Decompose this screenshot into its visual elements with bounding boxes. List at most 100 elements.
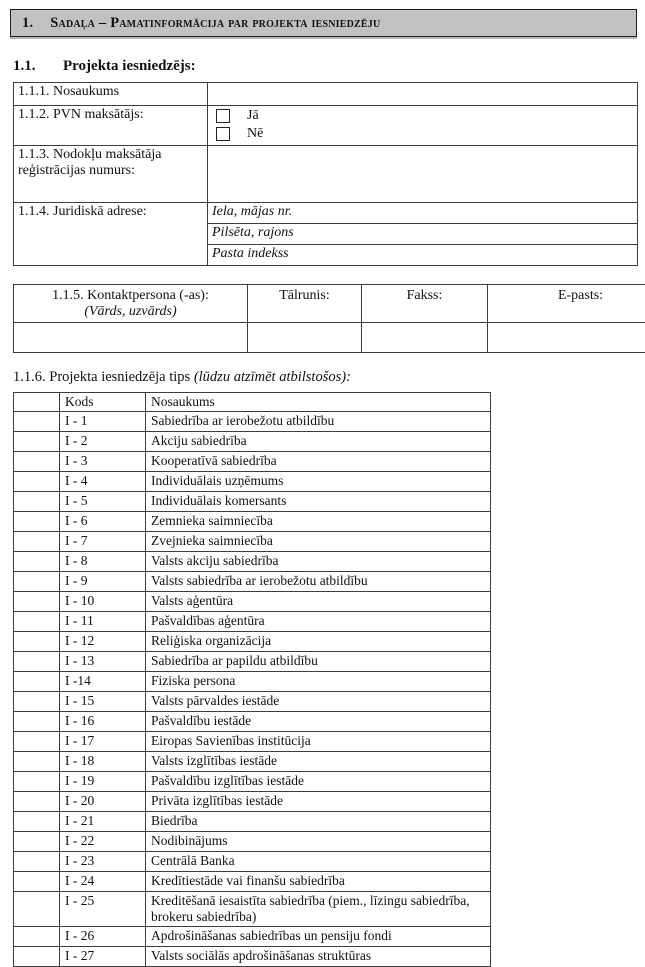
type-table-row: I - 11 Pašvaldības aģentūra bbox=[14, 612, 491, 632]
type-mark-cell[interactable] bbox=[14, 692, 60, 712]
subsection-heading: 1.1.Projekta iesniedzējs: bbox=[13, 58, 645, 75]
type-mark-cell[interactable] bbox=[14, 852, 60, 872]
type-table-row: I - 18 Valsts izglītības iestāde bbox=[14, 752, 491, 772]
field-label-regnr: 1.1.3. Nodokļu maksātāja reģistrācijas n… bbox=[14, 146, 208, 203]
contact-value-row bbox=[14, 323, 645, 353]
name-column-header: Nosaukums bbox=[146, 393, 491, 412]
type-mark-cell[interactable] bbox=[14, 532, 60, 552]
table-row: 1.1.1. Nosaukums bbox=[14, 83, 638, 106]
contact-label: 1.1.5. Kontaktpersona (-as): bbox=[52, 288, 209, 303]
type-name-cell: Zvejnieka saimniecība bbox=[146, 532, 491, 552]
type-mark-cell[interactable] bbox=[14, 752, 60, 772]
type-mark-cell[interactable] bbox=[14, 452, 60, 472]
checkbox-ne-label: Nē bbox=[247, 126, 263, 142]
type-name-cell: Pašvaldību izglītības iestāde bbox=[146, 772, 491, 792]
contact-input-cell[interactable] bbox=[14, 323, 248, 353]
type-code-cell: I - 12 bbox=[60, 632, 146, 652]
type-code-cell: I - 7 bbox=[60, 532, 146, 552]
type-name-cell: Apdrošināšanas sabiedrības un pensiju fo… bbox=[146, 927, 491, 947]
type-mark-cell[interactable] bbox=[14, 792, 60, 812]
type-mark-cell[interactable] bbox=[14, 927, 60, 947]
type-code-cell: I - 23 bbox=[60, 852, 146, 872]
type-name-cell: Fiziska persona bbox=[146, 672, 491, 692]
type-code-cell: I - 13 bbox=[60, 652, 146, 672]
type-mark-cell[interactable] bbox=[14, 832, 60, 852]
checkbox-ja[interactable] bbox=[216, 109, 230, 123]
type-name-cell: Privāta izglītības iestāde bbox=[146, 792, 491, 812]
type-name-cell: Sabiedrība ar ierobežotu atbildību bbox=[146, 412, 491, 432]
phone-input-cell[interactable] bbox=[248, 323, 362, 353]
type-mark-cell[interactable] bbox=[14, 652, 60, 672]
checkbox-ne[interactable] bbox=[216, 127, 230, 141]
type-code-cell: I - 2 bbox=[60, 432, 146, 452]
fax-input-cell[interactable] bbox=[362, 323, 488, 353]
type-table-row: I - 23 Centrālā Banka bbox=[14, 852, 491, 872]
type-table-row: I - 27 Valsts sociālās apdrošināšanas st… bbox=[14, 947, 491, 967]
field-label-adrese: 1.1.4. Juridiskā adrese: bbox=[14, 203, 208, 266]
type-mark-cell[interactable] bbox=[14, 492, 60, 512]
type-mark-cell[interactable] bbox=[14, 552, 60, 572]
type-name-cell: Valsts aģentūra bbox=[146, 592, 491, 612]
type-mark-cell[interactable] bbox=[14, 592, 60, 612]
type-table-row: I - 6 Zemnieka saimniecība bbox=[14, 512, 491, 532]
type-mark-cell[interactable] bbox=[14, 732, 60, 752]
type-code-cell: I - 9 bbox=[60, 572, 146, 592]
type-name-cell: Centrālā Banka bbox=[146, 852, 491, 872]
type-mark-cell[interactable] bbox=[14, 672, 60, 692]
type-name-cell: Pašvaldības aģentūra bbox=[146, 612, 491, 632]
type-name-cell: Eiropas Savienības institūcija bbox=[146, 732, 491, 752]
address-city-cell[interactable]: Pilsēta, rajons bbox=[208, 224, 638, 245]
code-column-header: Kods bbox=[60, 393, 146, 412]
type-name-cell: Nodibinājums bbox=[146, 832, 491, 852]
table-row: 1.1.4. Juridiskā adrese: Iela, mājas nr. bbox=[14, 203, 638, 224]
type-name-cell: Valsts pārvaldes iestāde bbox=[146, 692, 491, 712]
type-table-row: I - 21 Biedrība bbox=[14, 812, 491, 832]
type-name-cell: Zemnieka saimniecība bbox=[146, 512, 491, 532]
type-mark-cell[interactable] bbox=[14, 947, 60, 967]
type-name-cell: Kreditēšanā iesaistīta sabiedrība (piem.… bbox=[146, 892, 491, 927]
type-mark-cell[interactable] bbox=[14, 472, 60, 492]
email-input-cell[interactable] bbox=[488, 323, 645, 353]
type-mark-cell[interactable] bbox=[14, 712, 60, 732]
type-mark-cell[interactable] bbox=[14, 612, 60, 632]
form-page: 1. Sadaļa – Pamatinformācija par projekt… bbox=[0, 9, 645, 957]
type-mark-cell[interactable] bbox=[14, 412, 60, 432]
type-mark-cell[interactable] bbox=[14, 512, 60, 532]
type-table-row: I - 1 Sabiedrība ar ierobežotu atbildību bbox=[14, 412, 491, 432]
type-mark-cell[interactable] bbox=[14, 572, 60, 592]
type-mark-cell[interactable] bbox=[14, 812, 60, 832]
type-name-cell: Valsts akciju sabiedrība bbox=[146, 552, 491, 572]
type-name-cell: Sabiedrība ar papildu atbildību bbox=[146, 652, 491, 672]
type-mark-cell[interactable] bbox=[14, 432, 60, 452]
type-table-row: I - 4 Individuālais uzņēmums bbox=[14, 472, 491, 492]
name-input-cell[interactable] bbox=[208, 83, 638, 106]
field-label-nosaukums: 1.1.1. Nosaukums bbox=[14, 83, 208, 106]
type-table-row: I - 12 Reliģiska organizācija bbox=[14, 632, 491, 652]
type-mark-cell[interactable] bbox=[14, 632, 60, 652]
type-code-cell: I - 1 bbox=[60, 412, 146, 432]
address-street-cell[interactable]: Iela, mājas nr. bbox=[208, 203, 638, 224]
address-postcode-cell[interactable]: Pasta indekss bbox=[208, 245, 638, 266]
type-name-cell: Biedrība bbox=[146, 812, 491, 832]
type-table-row: I - 9 Valsts sabiedrība ar ierobežotu at… bbox=[14, 572, 491, 592]
type-table-row: I - 24 Kredītiestāde vai finanšu sabiedr… bbox=[14, 872, 491, 892]
type-table-row: I - 17 Eiropas Savienības institūcija bbox=[14, 732, 491, 752]
type-mark-cell[interactable] bbox=[14, 892, 60, 927]
type-table-row: I - 5 Individuālais komersants bbox=[14, 492, 491, 512]
type-table: Kods Nosaukums I - 1 Sabiedrība ar ierob… bbox=[13, 392, 491, 967]
type-code-cell: I - 27 bbox=[60, 947, 146, 967]
type-table-row: I - 26 Apdrošināšanas sabiedrības un pen… bbox=[14, 927, 491, 947]
field-label-pvn: 1.1.2. PVN maksātājs: bbox=[14, 106, 208, 146]
type-mark-cell[interactable] bbox=[14, 872, 60, 892]
email-header-cell: E-pasts: bbox=[488, 285, 645, 323]
type-name-cell: Individuālais komersants bbox=[146, 492, 491, 512]
regnr-input-cell[interactable] bbox=[208, 146, 638, 203]
type-table-row: I - 2 Akciju sabiedrība bbox=[14, 432, 491, 452]
type-code-cell: I - 25 bbox=[60, 892, 146, 927]
checkbox-ja-label: Jā bbox=[247, 108, 259, 124]
type-table-row: I - 22 Nodibinājums bbox=[14, 832, 491, 852]
type-name-cell: Reliģiska organizācija bbox=[146, 632, 491, 652]
type-table-row: I - 15 Valsts pārvaldes iestāde bbox=[14, 692, 491, 712]
type-mark-cell[interactable] bbox=[14, 772, 60, 792]
type-code-cell: I - 11 bbox=[60, 612, 146, 632]
